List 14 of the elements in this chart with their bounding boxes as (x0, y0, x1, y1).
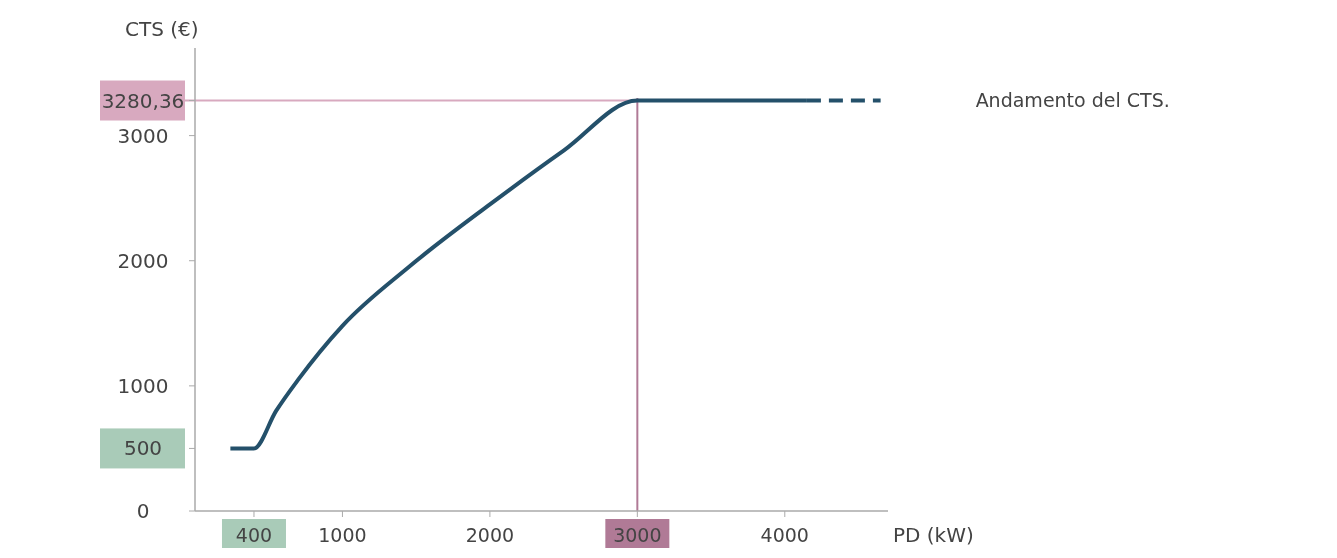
y-axis-title: CTS (€) (125, 17, 199, 41)
y-tick-label: 1000 (117, 373, 169, 398)
x-axis-title: PD (kW) (893, 523, 974, 547)
y-tick-label: 500 (123, 436, 163, 461)
x-tick-label: 400 (235, 524, 273, 546)
x-tick-label: 4000 (760, 524, 809, 546)
text: Andamento del CTS. (975, 88, 1170, 111)
y-tick-label: 2000 (117, 248, 169, 273)
y-tick-label: 3280,36 (101, 88, 185, 113)
y-tick-label: 0 (136, 499, 150, 523)
x-tick-label: 2000 (465, 524, 515, 546)
x-tick-label: 1000 (318, 524, 367, 546)
x-tick-label: 3000 (613, 524, 662, 546)
y-tick-label: 3000 (117, 123, 169, 148)
